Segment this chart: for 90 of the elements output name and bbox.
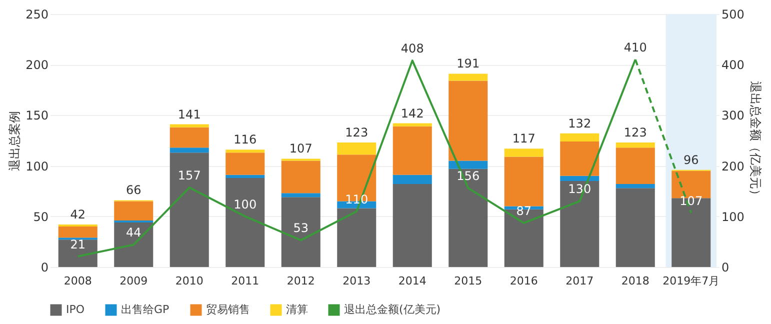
data-label: 44 <box>126 226 142 240</box>
x-tick-label: 2017 <box>566 274 594 288</box>
y2-tick-label: 500 <box>722 8 744 22</box>
y2-tick-label: 200 <box>722 159 744 174</box>
bar <box>281 160 320 194</box>
y-tick-label: 150 <box>26 108 48 123</box>
total-label: 191 <box>456 56 480 71</box>
bar <box>226 178 265 267</box>
bar <box>448 74 488 81</box>
legend-label: 出售给GP <box>121 303 170 316</box>
bar <box>392 184 432 267</box>
bar <box>281 197 320 267</box>
y2-tick-label: 300 <box>722 108 744 123</box>
bar <box>226 174 265 178</box>
bar <box>616 142 655 148</box>
total-label: 66 <box>126 183 142 198</box>
bar <box>616 188 655 267</box>
bar <box>392 123 432 126</box>
bar <box>392 174 432 184</box>
bar <box>560 142 600 176</box>
data-label: 107 <box>680 194 703 208</box>
total-label: 117 <box>512 132 536 146</box>
y2-tick-label: 400 <box>722 58 744 72</box>
x-tick-label: 2013 <box>342 274 371 288</box>
total-label: 132 <box>568 116 592 130</box>
x-tick-label: 2016 <box>510 274 538 288</box>
legend-label: 退出总金额(亿美元) <box>344 303 441 316</box>
y2-axis-title: 退出总金额（亿美元） <box>748 81 762 201</box>
x-tick-label: 2010 <box>175 274 204 288</box>
bar <box>58 224 98 227</box>
bar <box>226 150 265 153</box>
y-axis-title: 退出总案例 <box>8 111 22 171</box>
bar <box>170 148 209 153</box>
total-label: 123 <box>624 126 647 140</box>
total-label: 141 <box>178 107 201 122</box>
bar <box>281 193 320 198</box>
x-tick-label: 2015 <box>454 274 482 288</box>
total-label: 142 <box>400 106 424 120</box>
bar <box>170 127 209 148</box>
y2-tick-label: 100 <box>722 210 744 224</box>
bar <box>58 226 98 238</box>
bar <box>504 148 544 157</box>
y-tick-label: 50 <box>33 210 48 224</box>
bar <box>392 126 432 175</box>
x-tick-label: 2014 <box>398 274 426 288</box>
data-label: 410 <box>624 40 647 55</box>
y-tick-label: 0 <box>40 260 48 274</box>
bar <box>448 168 488 267</box>
bar <box>114 201 154 220</box>
total-label: 107 <box>289 142 312 156</box>
bar <box>672 198 711 267</box>
data-label: 156 <box>456 169 480 184</box>
bar <box>616 148 655 184</box>
y-tick-label: 100 <box>26 159 48 174</box>
bar <box>170 152 209 267</box>
total-label: 42 <box>70 207 86 222</box>
data-label: 53 <box>293 221 309 236</box>
bar <box>226 152 265 175</box>
bar <box>504 156 544 206</box>
bar <box>58 240 98 267</box>
bar <box>560 176 600 181</box>
x-tick-label: 2008 <box>64 274 92 288</box>
data-label: 21 <box>70 237 86 252</box>
y-tick-label: 250 <box>26 8 48 22</box>
data-label: 100 <box>234 197 257 212</box>
x-tick-label: 2018 <box>621 274 650 288</box>
data-label: 157 <box>178 168 201 183</box>
data-label: 130 <box>568 182 592 196</box>
legend-label: 贸易销售 <box>206 303 250 316</box>
x-tick-label: 2009 <box>120 274 148 288</box>
bar <box>448 160 488 169</box>
bar <box>337 208 376 267</box>
data-label: 408 <box>400 42 424 56</box>
total-label: 116 <box>234 132 257 147</box>
bar <box>114 222 154 267</box>
bar <box>616 184 655 188</box>
x-tick-label: 2019年7月 <box>662 274 720 288</box>
bar <box>337 142 376 155</box>
bar <box>560 133 600 142</box>
total-label: 96 <box>683 152 699 167</box>
bar <box>448 80 488 161</box>
y-tick-label: 200 <box>26 58 48 72</box>
x-tick-label: 2012 <box>286 274 315 288</box>
bar <box>170 124 209 128</box>
x-tick-label: 2011 <box>231 274 260 288</box>
total-label: 123 <box>345 126 368 140</box>
legend-label: 清算 <box>286 303 308 316</box>
bar <box>560 180 600 267</box>
y2-tick-label: 0 <box>722 260 730 274</box>
legend-label: IPO <box>66 303 85 316</box>
